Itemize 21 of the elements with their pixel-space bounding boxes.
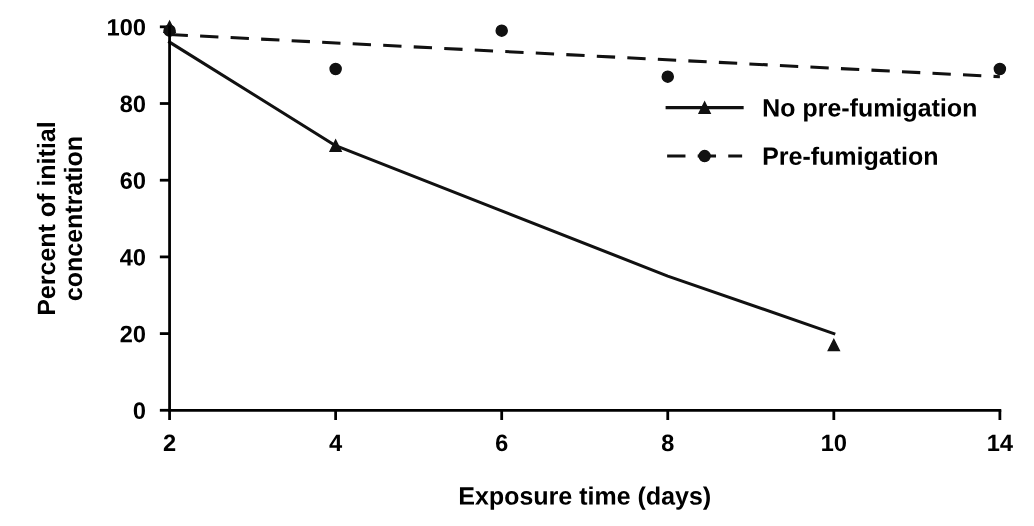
x-tick-label: 14 <box>988 434 1013 451</box>
y-tick-label: 60 <box>120 172 145 189</box>
x-axis-title: Exposure time (days) <box>459 486 710 510</box>
y-tick-label: 0 <box>133 402 145 420</box>
x-tick-label: 8 <box>661 434 674 452</box>
point <box>661 70 675 83</box>
point <box>993 62 1007 76</box>
y-tick-label: 40 <box>120 248 145 266</box>
x-tick-label: 10 <box>822 434 846 452</box>
y-tick-label: 20 <box>120 325 145 343</box>
point <box>827 338 841 352</box>
legend-label: Pre-fumigation <box>763 146 937 171</box>
legend-label: No pre-fumigation <box>763 98 976 122</box>
point <box>329 62 342 76</box>
x-tick-label: 4 <box>329 434 343 451</box>
point <box>495 24 508 37</box>
x-tick-label: 2 <box>163 434 176 451</box>
y-axis-title: Percent of initial concentration <box>36 123 83 315</box>
y-tick-label: 80 <box>120 95 145 113</box>
x-tick-label: 6 <box>496 434 508 452</box>
y-tick-label: 100 <box>108 18 145 36</box>
